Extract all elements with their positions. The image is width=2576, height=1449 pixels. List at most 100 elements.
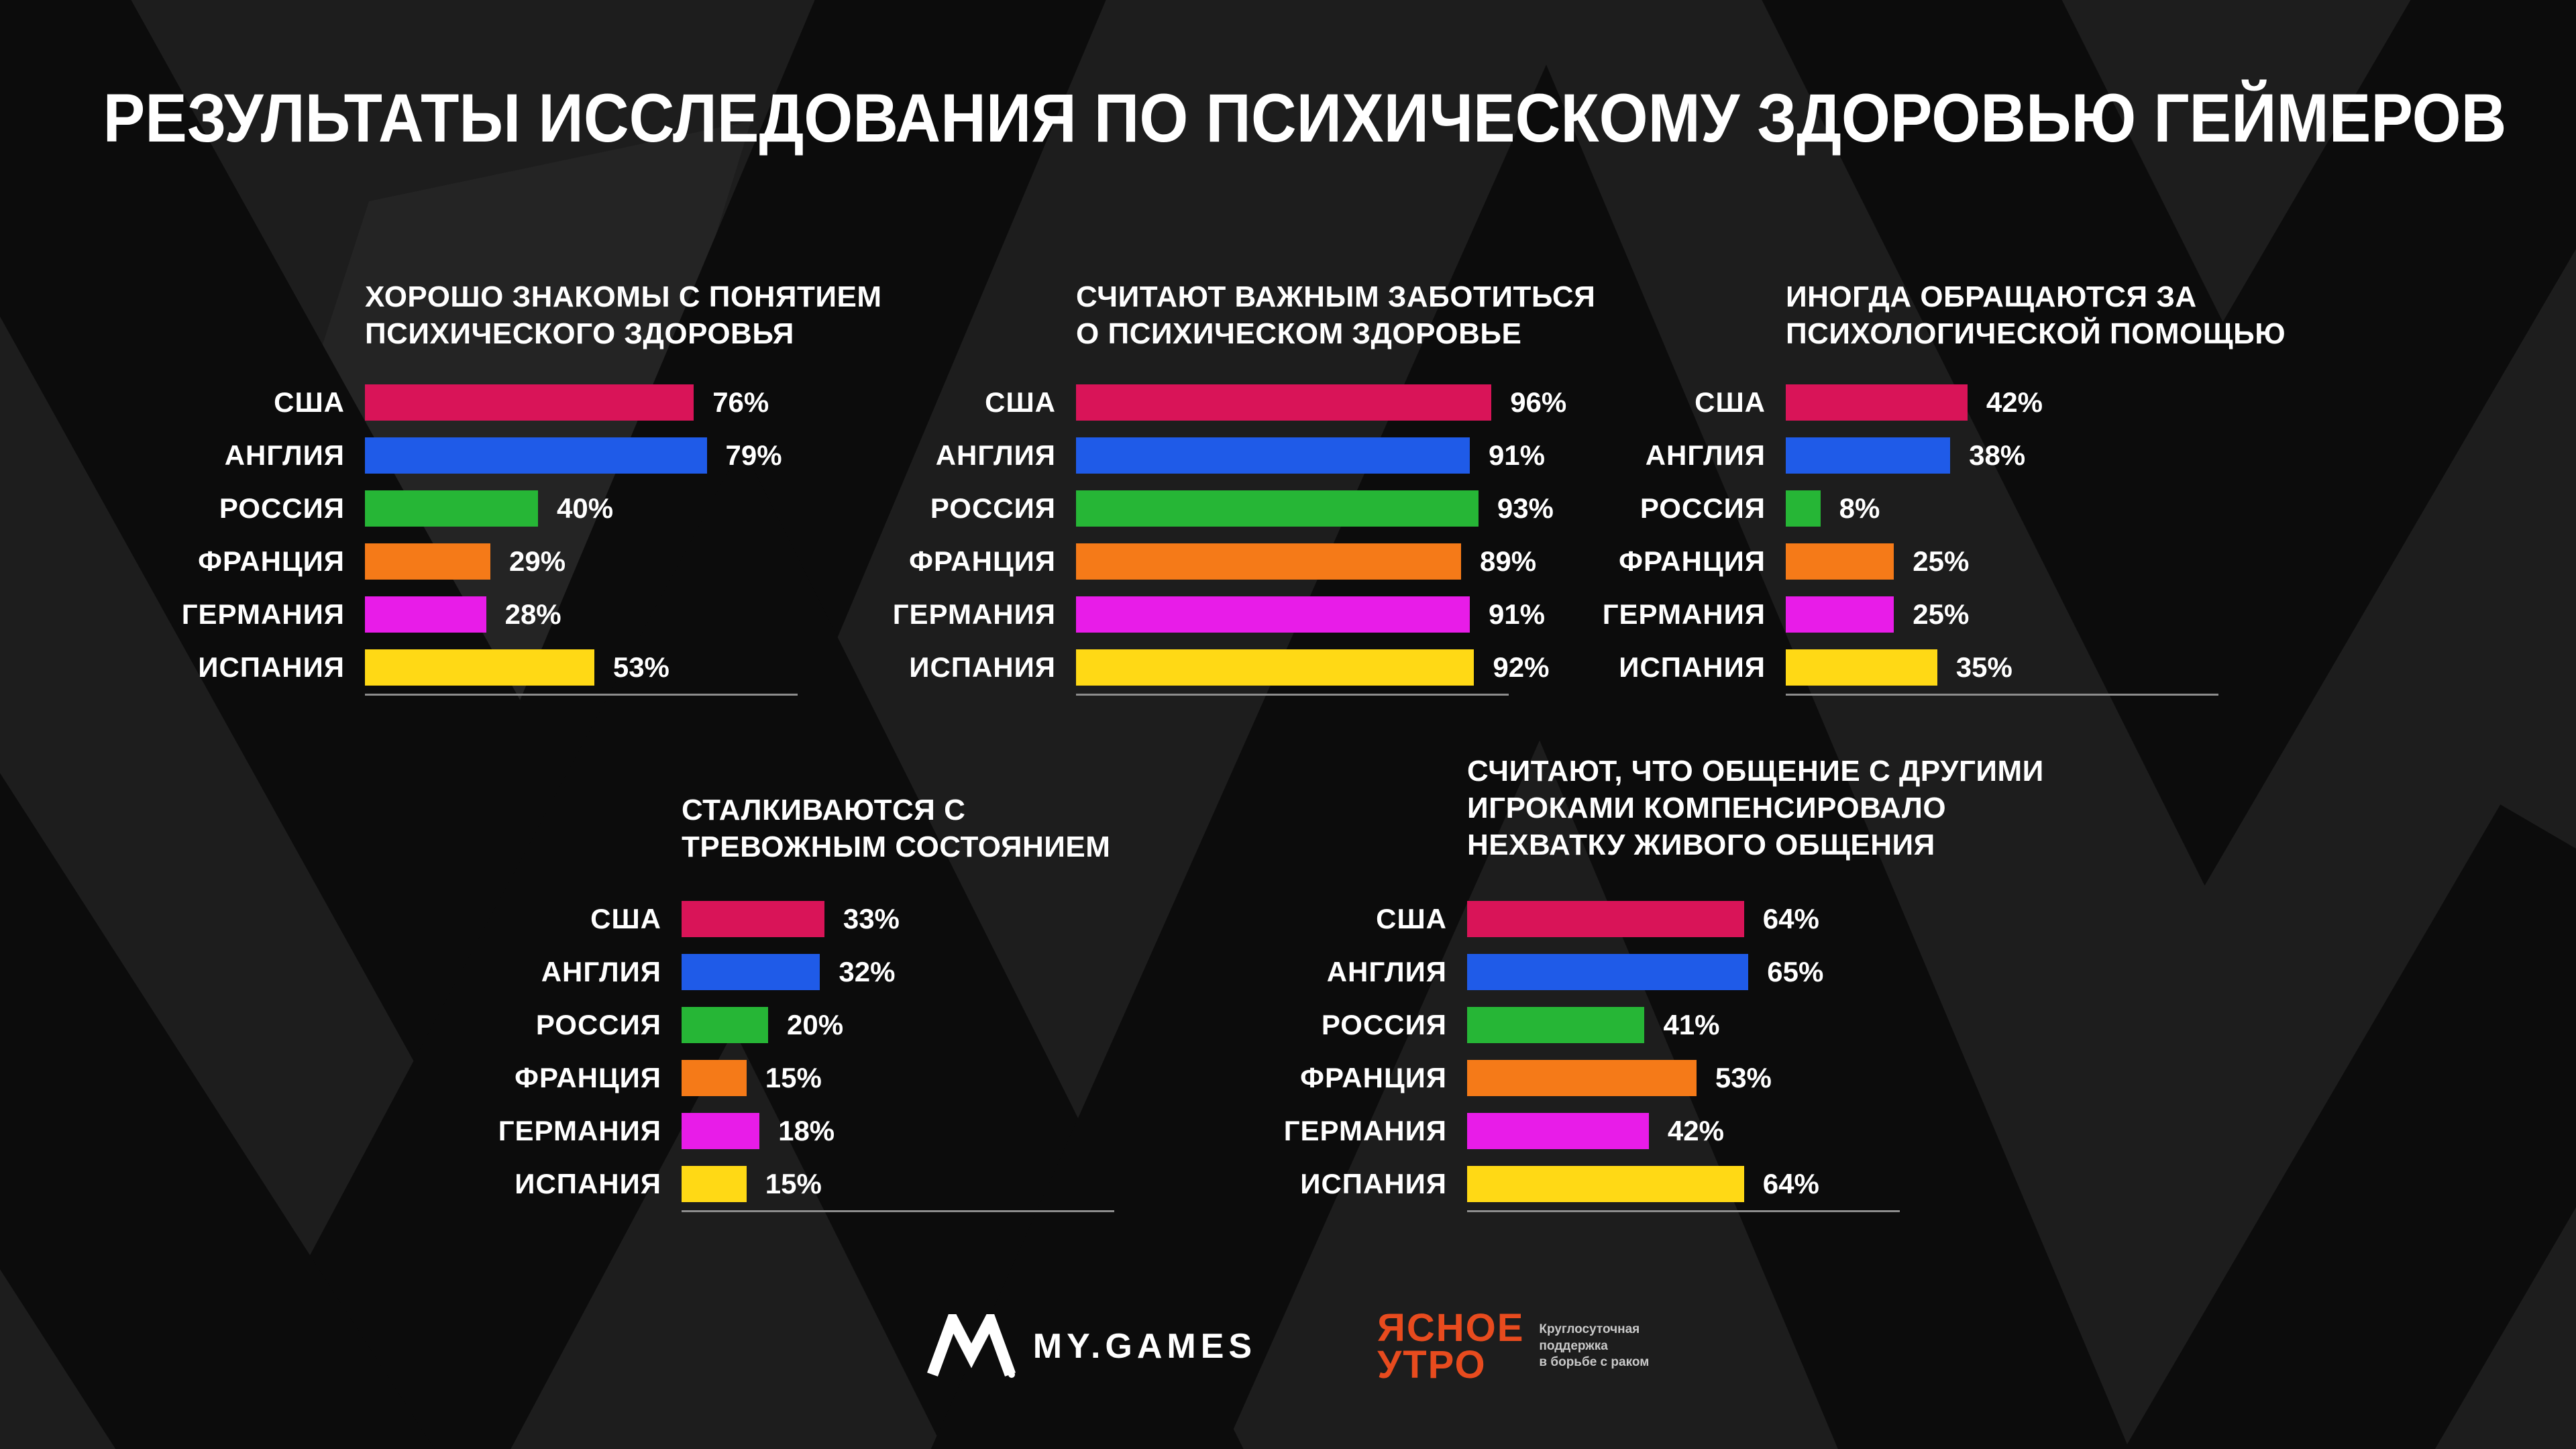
- bar-испания: [1786, 649, 1937, 686]
- chart-row: АНГЛИЯ 65%: [1199, 945, 1823, 998]
- value-label: 53%: [612, 651, 669, 683]
- chart-rows: США 96% АНГЛИЯ 91% РОССИЯ 93% ФРАНЦИЯ 89% ГЕРМАН…: [808, 376, 1566, 696]
- chart-row: ИСПАНИЯ 92%: [808, 641, 1566, 694]
- chart-row: ИСПАНИЯ 53%: [97, 641, 782, 694]
- mygames-wordmark: MY.GAMES: [1032, 1327, 1257, 1366]
- chart-4: СТАЛКИВАЮТСЯ С ТРЕВОЖНЫМ СОСТОЯНИЕМ США 33%…: [413, 792, 1114, 1212]
- yasnoe-utro-wordmark: ЯСНОЕ УТРО: [1377, 1306, 1525, 1387]
- country-label: США: [274, 386, 345, 418]
- bar-германия: [1786, 596, 1894, 633]
- chart-row: ФРАНЦИЯ 15%: [413, 1051, 900, 1104]
- value-label: 92%: [1493, 651, 1550, 683]
- chart-rows: США 64% АНГЛИЯ 65% РОССИЯ 41% ФРАНЦИЯ 53% ГЕРМАН…: [1199, 892, 1900, 1212]
- chart-title-line: СТАЛКИВАЮТСЯ С: [682, 794, 966, 826]
- chart-row: РОССИЯ 40%: [97, 482, 782, 535]
- value-label: 96%: [1510, 386, 1567, 418]
- chart-row: ФРАНЦИЯ 25%: [1517, 535, 2043, 588]
- value-label: 64%: [1762, 1167, 1819, 1199]
- value-label: 15%: [765, 1061, 822, 1093]
- bar-испания: [1467, 1165, 1744, 1202]
- bar-россия: [365, 490, 538, 527]
- country-label: АНГЛИЯ: [935, 439, 1056, 471]
- bar-сша: [1467, 900, 1744, 937]
- chart-title: СЧИТАЮТ ВАЖНЫМ ЗАБОТИТЬСЯ О ПСИХИЧЕСКОМ З…: [1076, 278, 1595, 352]
- country-label: РОССИЯ: [535, 1008, 661, 1040]
- value-label: 33%: [843, 902, 900, 934]
- x-axis-line: [365, 694, 798, 696]
- chart-5: СЧИТАЮТ, ЧТО ОБЩЕНИЕ С ДРУГИМИ ИГРОКАМИ К…: [1199, 753, 2044, 1212]
- bar-франция: [365, 543, 491, 580]
- value-label: 89%: [1480, 545, 1537, 577]
- country-label: РОССИЯ: [219, 492, 345, 524]
- yasnoe-tagline: Круглосуточная поддержка в борьбе с рако…: [1539, 1322, 1649, 1371]
- yasnoe-word: ЯСНОЕ: [1377, 1306, 1525, 1350]
- value-label: 76%: [712, 386, 769, 418]
- chart-row: РОССИЯ 8%: [1517, 482, 2043, 535]
- x-axis-line: [682, 1210, 1114, 1212]
- bar-германия: [682, 1112, 760, 1149]
- value-label: 8%: [1839, 492, 1880, 524]
- bar-россия: [682, 1006, 768, 1043]
- bar-россия: [1467, 1006, 1645, 1043]
- chart-title: ИНОГДА ОБРАЩАЮТСЯ ЗА ПСИХОЛОГИЧЕСКОЙ ПОМО…: [1786, 278, 2286, 352]
- chart-row: ГЕРМАНИЯ 25%: [1517, 588, 2043, 641]
- value-label: 40%: [557, 492, 614, 524]
- yasnoe-utro-logo: ЯСНОЕ УТРО Круглосуточная поддержка в бо…: [1377, 1306, 1649, 1387]
- chart-row: ФРАНЦИЯ 89%: [808, 535, 1566, 588]
- bar-англия: [365, 437, 707, 474]
- bar-сша: [1786, 384, 1968, 421]
- tagline-line: в борьбе с раком: [1539, 1355, 1650, 1370]
- bar-франция: [1467, 1059, 1697, 1096]
- mygames-logo-icon: [926, 1314, 1016, 1379]
- bar-франция: [1786, 543, 1894, 580]
- value-label: 28%: [504, 598, 561, 630]
- chart-rows: США 76% АНГЛИЯ 79% РОССИЯ 40% ФРАНЦИЯ 29% ГЕРМАН…: [97, 376, 798, 696]
- value-label: 18%: [778, 1114, 835, 1146]
- chart-row: ИСПАНИЯ 64%: [1199, 1157, 1823, 1210]
- country-label: ИСПАНИЯ: [198, 651, 345, 683]
- country-label: РОССИЯ: [930, 492, 1056, 524]
- chart-row: РОССИЯ 41%: [1199, 998, 1823, 1051]
- country-label: АНГЛИЯ: [1326, 955, 1447, 987]
- country-label: ИСПАНИЯ: [909, 651, 1056, 683]
- country-label: АНГЛИЯ: [224, 439, 345, 471]
- country-label: АНГЛИЯ: [1645, 439, 1766, 471]
- value-label: 91%: [1488, 439, 1545, 471]
- bar-испания: [1076, 649, 1474, 686]
- x-axis-line: [1786, 694, 2218, 696]
- chart-title-line: ПСИХИЧЕСКОГО ЗДОРОВЬЯ: [365, 317, 794, 350]
- chart-row: РОССИЯ 20%: [413, 998, 900, 1051]
- value-label: 15%: [765, 1167, 822, 1199]
- chart-3: ИНОГДА ОБРАЩАЮТСЯ ЗА ПСИХОЛОГИЧЕСКОЙ ПОМО…: [1517, 278, 2286, 696]
- country-label: ГЕРМАНИЯ: [892, 598, 1056, 630]
- bar-германия: [1467, 1112, 1649, 1149]
- country-label: США: [590, 902, 661, 934]
- chart-row: АНГЛИЯ 91%: [808, 429, 1566, 482]
- chart-row: АНГЛИЯ 32%: [413, 945, 900, 998]
- chart-row: США 33%: [413, 892, 900, 945]
- chart-row: ИСПАНИЯ 15%: [413, 1157, 900, 1210]
- bar-сша: [1076, 384, 1492, 421]
- bar-испания: [365, 649, 594, 686]
- country-label: ФРАНЦИЯ: [909, 545, 1056, 577]
- bar-сша: [365, 384, 694, 421]
- page-title: РЕЗУЛЬТАТЫ ИССЛЕДОВАНИЯ ПО ПСИХИЧЕСКОМУ …: [103, 80, 2507, 156]
- value-label: 38%: [1969, 439, 2026, 471]
- utro-word: УТРО: [1377, 1343, 1487, 1387]
- country-label: РОССИЯ: [1321, 1008, 1447, 1040]
- chart-row: ГЕРМАНИЯ 18%: [413, 1104, 900, 1157]
- chart-row: США 76%: [97, 376, 782, 429]
- bar-франция: [1076, 543, 1462, 580]
- value-label: 93%: [1497, 492, 1554, 524]
- chart-title-line: ИНОГДА ОБРАЩАЮТСЯ ЗА: [1786, 280, 2197, 313]
- chart-title-line: ПСИХОЛОГИЧЕСКОЙ ПОМОЩЬЮ: [1786, 317, 2286, 350]
- chart-1: ХОРОШО ЗНАКОМЫ С ПОНЯТИЕМ ПСИХИЧЕСКОГО ЗД…: [97, 278, 882, 696]
- value-label: 32%: [839, 955, 896, 987]
- chart-row: АНГЛИЯ 38%: [1517, 429, 2043, 482]
- value-label: 29%: [509, 545, 566, 577]
- value-label: 91%: [1488, 598, 1545, 630]
- value-label: 35%: [1955, 651, 2012, 683]
- chart-row: США 96%: [808, 376, 1566, 429]
